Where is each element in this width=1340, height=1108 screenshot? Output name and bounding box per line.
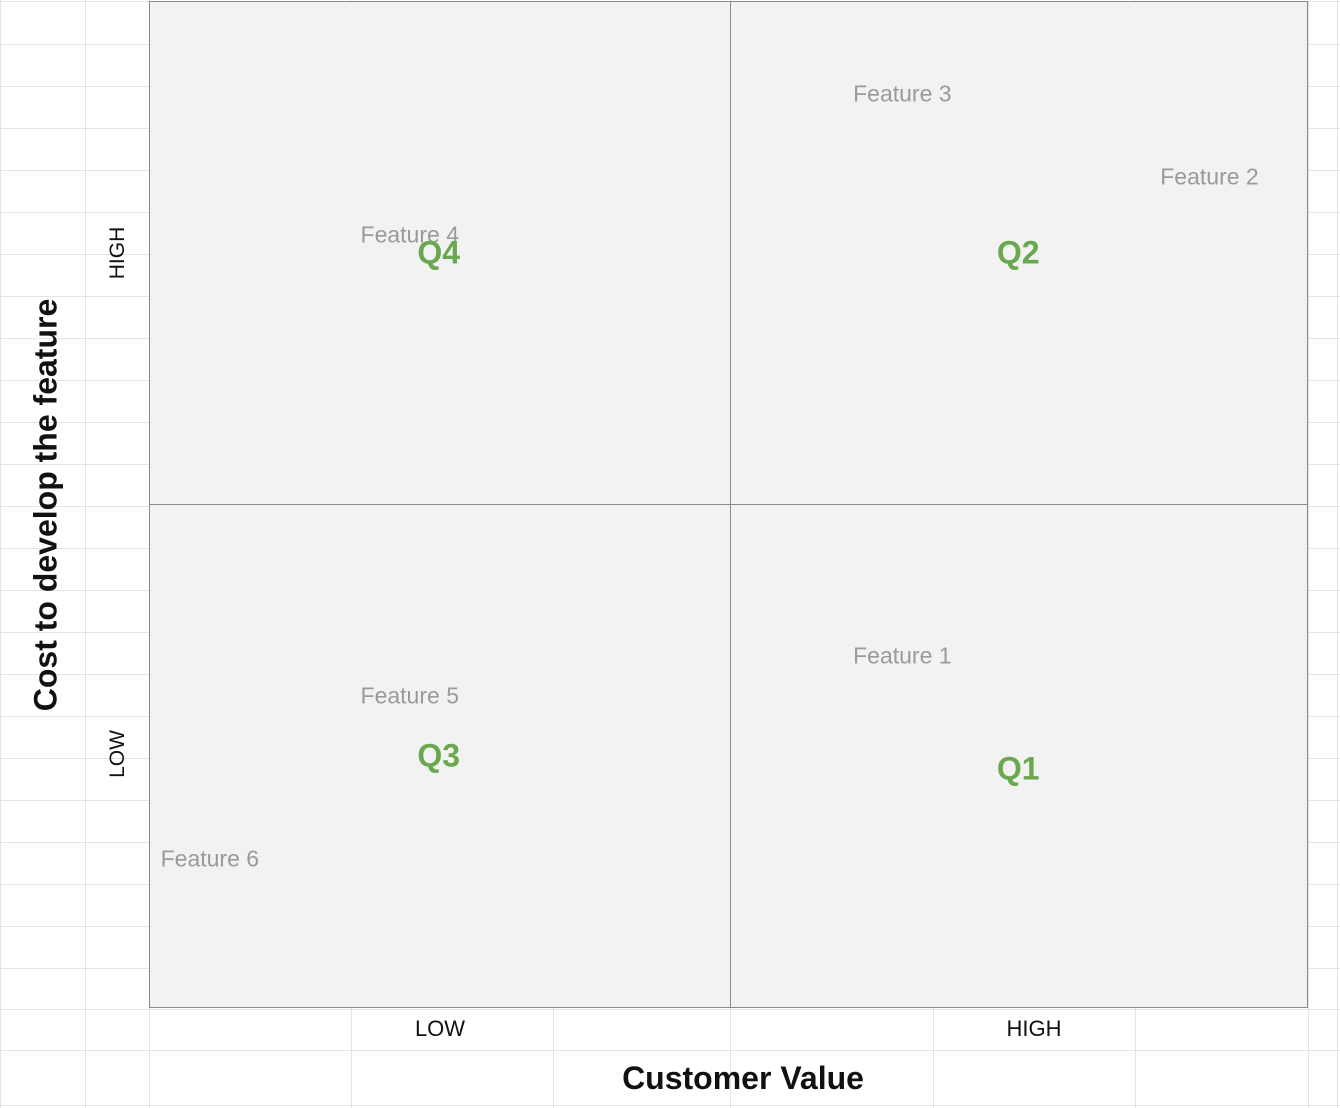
- gridline-vertical: [1337, 0, 1338, 1108]
- feature-label-6: Feature 6: [160, 845, 260, 872]
- quadrant-label-q2: Q2: [996, 234, 1040, 271]
- gridline-vertical: [85, 0, 86, 1108]
- gridline-horizontal: [0, 1050, 1340, 1051]
- feature-label-1: Feature 1: [853, 642, 952, 669]
- y-tick-high: HIGH: [106, 226, 129, 280]
- feature-label-5: Feature 5: [360, 682, 459, 709]
- x-tick-high: HIGH: [1006, 1016, 1062, 1041]
- quadrant-label-q1: Q1: [996, 750, 1040, 787]
- y-tick-low: LOW: [106, 730, 129, 778]
- quadrant-label-q3: Q3: [417, 737, 461, 774]
- gridline-vertical: [0, 0, 1, 1108]
- feature-label-2: Feature 2: [1160, 163, 1259, 190]
- quadrant-divider-horizontal: [149, 504, 1308, 505]
- x-axis-label: Customer Value: [622, 1060, 864, 1096]
- x-tick-low: LOW: [414, 1016, 466, 1041]
- gridline-horizontal: [0, 1009, 1340, 1010]
- feature-label-3: Feature 3: [853, 80, 952, 107]
- quadrant-label-q4: Q4: [417, 234, 461, 271]
- gridline-horizontal: [0, 1105, 1340, 1106]
- feature-label-4: Feature 4: [360, 221, 459, 248]
- gridline-vertical: [1308, 0, 1309, 1108]
- y-axis-label: Cost to develop the feature: [27, 298, 64, 712]
